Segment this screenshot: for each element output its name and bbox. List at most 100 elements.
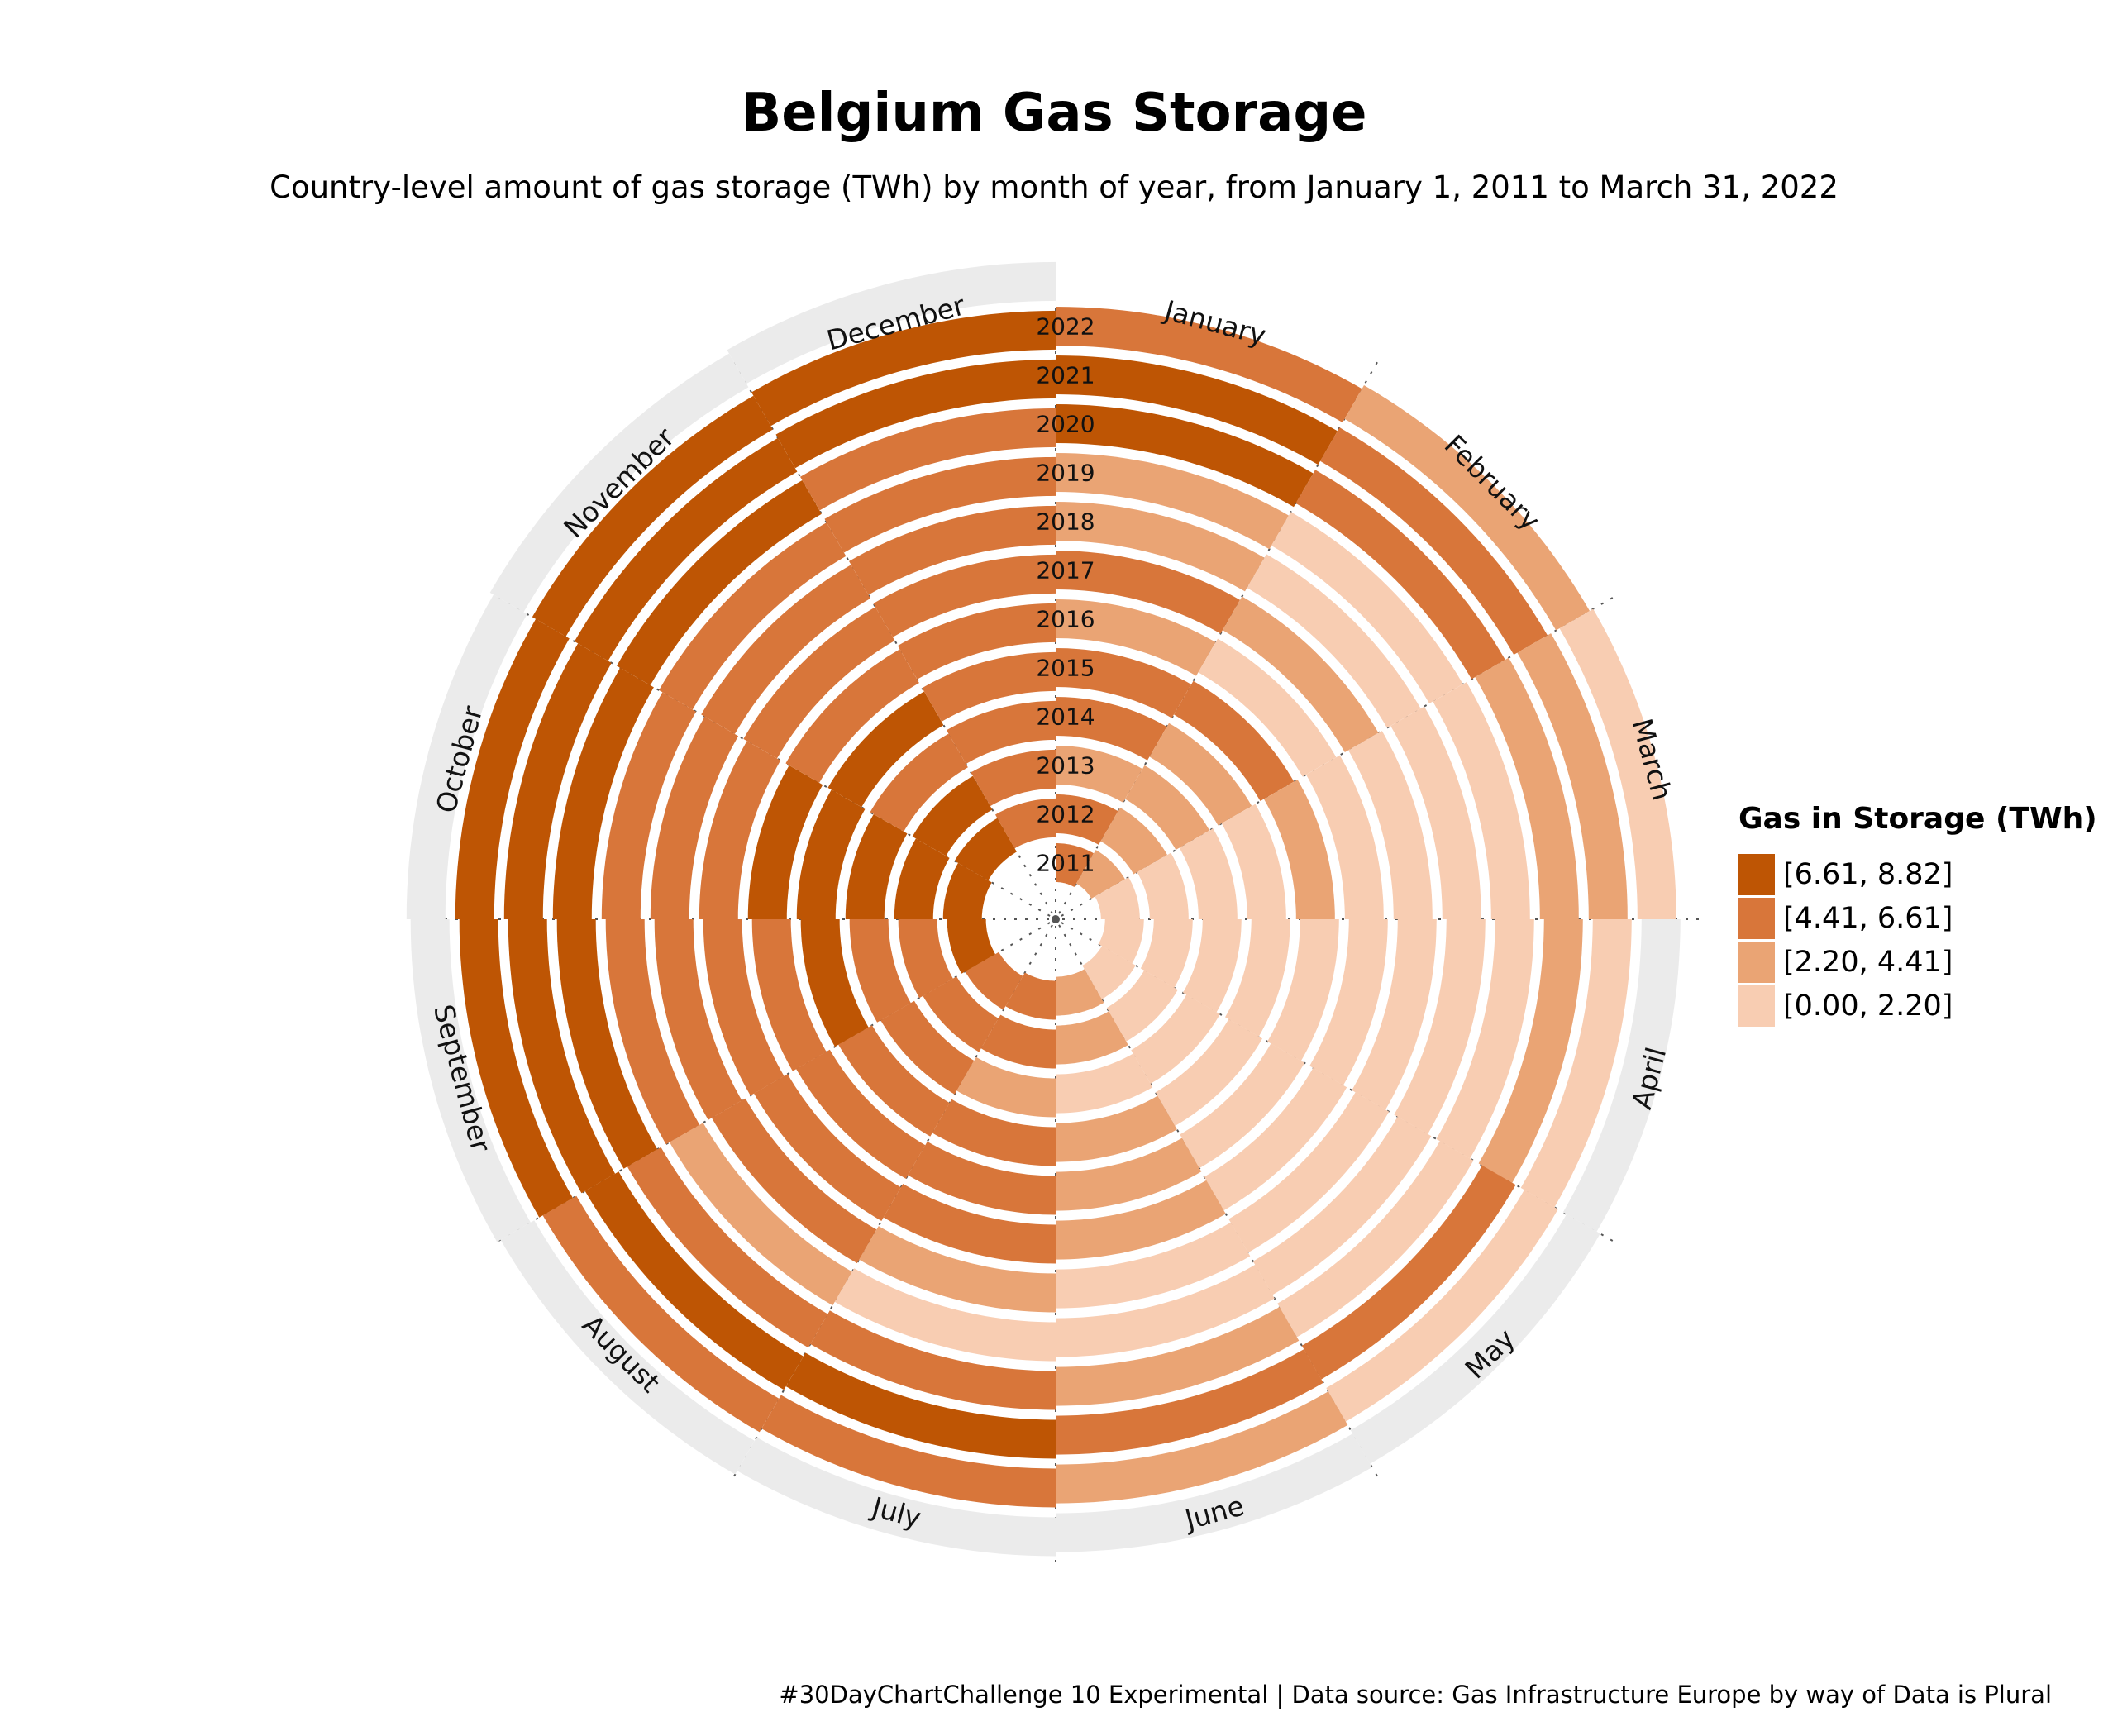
heatmap-tile xyxy=(785,1352,1056,1459)
heatmap-tile xyxy=(1056,1433,1372,1552)
heatmap-tile xyxy=(838,1025,950,1137)
heatmap-tile xyxy=(980,1014,1056,1069)
heatmap-tile xyxy=(1350,1214,1600,1464)
radial-gridlines xyxy=(413,276,1699,1562)
heatmap-tile xyxy=(1252,1116,1432,1295)
heatmap-tile xyxy=(1394,919,1486,1134)
year-label: 2013 xyxy=(1036,752,1095,780)
heatmap-tile xyxy=(849,505,1056,595)
legend-swatch xyxy=(1738,897,1775,939)
heatmap-tile xyxy=(503,643,612,919)
heatmap-tile xyxy=(1263,780,1335,919)
heatmap-tile xyxy=(1179,828,1238,919)
heatmap-tile xyxy=(1056,307,1362,422)
heatmap-tile xyxy=(1056,1391,1348,1504)
heatmap-tile xyxy=(1182,919,1242,1013)
year-label: 2012 xyxy=(1036,801,1095,828)
heatmap-tile xyxy=(785,649,919,783)
heatmap-tile xyxy=(1056,969,1104,1016)
heatmap-tile xyxy=(956,1056,1056,1118)
heatmap-tile xyxy=(761,1395,1056,1508)
legend-label: [2.20, 4.41] xyxy=(1783,945,1953,979)
heatmap-tile xyxy=(1140,919,1193,988)
year-label: 2019 xyxy=(1036,460,1095,487)
heatmap-tile xyxy=(1562,919,1681,1232)
heatmap-tile xyxy=(1295,470,1505,680)
year-label: 2022 xyxy=(1036,313,1095,341)
legend-title: Gas in Storage (TWh) xyxy=(1738,802,2097,836)
legend-item: [4.41, 6.61] xyxy=(1738,896,2097,940)
year-label: 2021 xyxy=(1036,362,1095,389)
heatmap-tile xyxy=(508,919,616,1194)
heatmap-tile xyxy=(1056,843,1094,887)
year-label: 2011 xyxy=(1036,850,1095,877)
heatmap-tile xyxy=(727,261,1056,384)
heatmap-tile xyxy=(800,408,1056,511)
year-label: 2015 xyxy=(1036,655,1095,682)
heatmap-tile xyxy=(410,919,531,1242)
legend-item: [0.00, 2.20] xyxy=(1738,984,2097,1028)
heatmap-tile xyxy=(1225,919,1290,1037)
year-label: 2017 xyxy=(1036,557,1095,584)
heatmap-tile xyxy=(1198,638,1337,777)
legend-label: [4.41, 6.61] xyxy=(1783,901,1953,935)
heatmap-tile xyxy=(1204,1067,1347,1211)
heatmap-tile xyxy=(1056,1053,1153,1114)
year-label: 2016 xyxy=(1036,606,1095,633)
heatmap-tile xyxy=(1559,608,1676,919)
heatmap-tile xyxy=(995,798,1056,849)
heatmap-tile xyxy=(1056,1307,1300,1406)
heatmap-tile xyxy=(532,395,773,637)
heatmap-tile xyxy=(459,919,573,1218)
heatmap-tiles xyxy=(406,261,1681,1557)
year-label: 2018 xyxy=(1036,508,1095,536)
heatmap-tile xyxy=(601,692,696,919)
heatmap-tile xyxy=(1056,1180,1226,1260)
heatmap-tile xyxy=(1056,1011,1128,1065)
heatmap-tile xyxy=(659,522,847,710)
heatmap-tile xyxy=(500,1220,755,1475)
heatmap-tile xyxy=(1056,794,1118,845)
heatmap-tile xyxy=(1056,1137,1202,1211)
year-label: 2020 xyxy=(1036,411,1095,438)
heatmap-tile xyxy=(883,1184,1056,1264)
heatmap-tile xyxy=(552,667,654,919)
legend-label: [6.61, 8.82] xyxy=(1783,857,1953,891)
heatmap-tile xyxy=(703,919,785,1096)
heatmap-tile xyxy=(406,594,527,919)
heatmap-tile xyxy=(870,733,968,832)
legend: Gas in Storage (TWh) [6.61, 8.82] [4.41,… xyxy=(1738,802,2097,1028)
heatmap-tile xyxy=(932,1099,1056,1166)
heatmap-tile xyxy=(711,1098,877,1264)
heatmap-tile xyxy=(1155,1018,1262,1126)
heatmap-tile xyxy=(1056,502,1265,592)
heatmap-tile xyxy=(1056,648,1191,718)
heatmap-tile xyxy=(898,603,1056,680)
heatmap-tile xyxy=(908,1141,1056,1215)
heatmap-tile xyxy=(873,554,1056,637)
heatmap-tile xyxy=(1056,404,1314,508)
heatmap-tile xyxy=(1137,852,1189,919)
chart-subtitle: Country-level amount of gas storage (TWh… xyxy=(269,169,1839,205)
heatmap-tile xyxy=(1056,1264,1275,1357)
heatmap-tile xyxy=(1271,512,1463,703)
heatmap-tile xyxy=(827,691,944,808)
heatmap-tile xyxy=(1306,755,1384,919)
heatmap-tile xyxy=(1326,1190,1558,1422)
heatmap-tile xyxy=(898,919,953,999)
heatmap-tile xyxy=(1320,427,1548,655)
heatmap-tile xyxy=(574,437,798,661)
heatmap-tile xyxy=(922,651,1056,722)
heatmap-tile xyxy=(754,1074,901,1221)
heatmap-tile xyxy=(627,1147,828,1348)
heatmap-tile xyxy=(1056,1222,1251,1309)
heatmap-tile xyxy=(650,716,739,919)
heatmap-tile xyxy=(699,741,781,919)
heatmap-tile xyxy=(669,1123,852,1306)
heatmap-tile xyxy=(489,353,749,613)
heatmap-tile xyxy=(1267,919,1339,1061)
heatmap-tile xyxy=(542,1195,780,1433)
legend-swatch xyxy=(1738,853,1775,895)
heatmap-tile xyxy=(1095,877,1140,919)
